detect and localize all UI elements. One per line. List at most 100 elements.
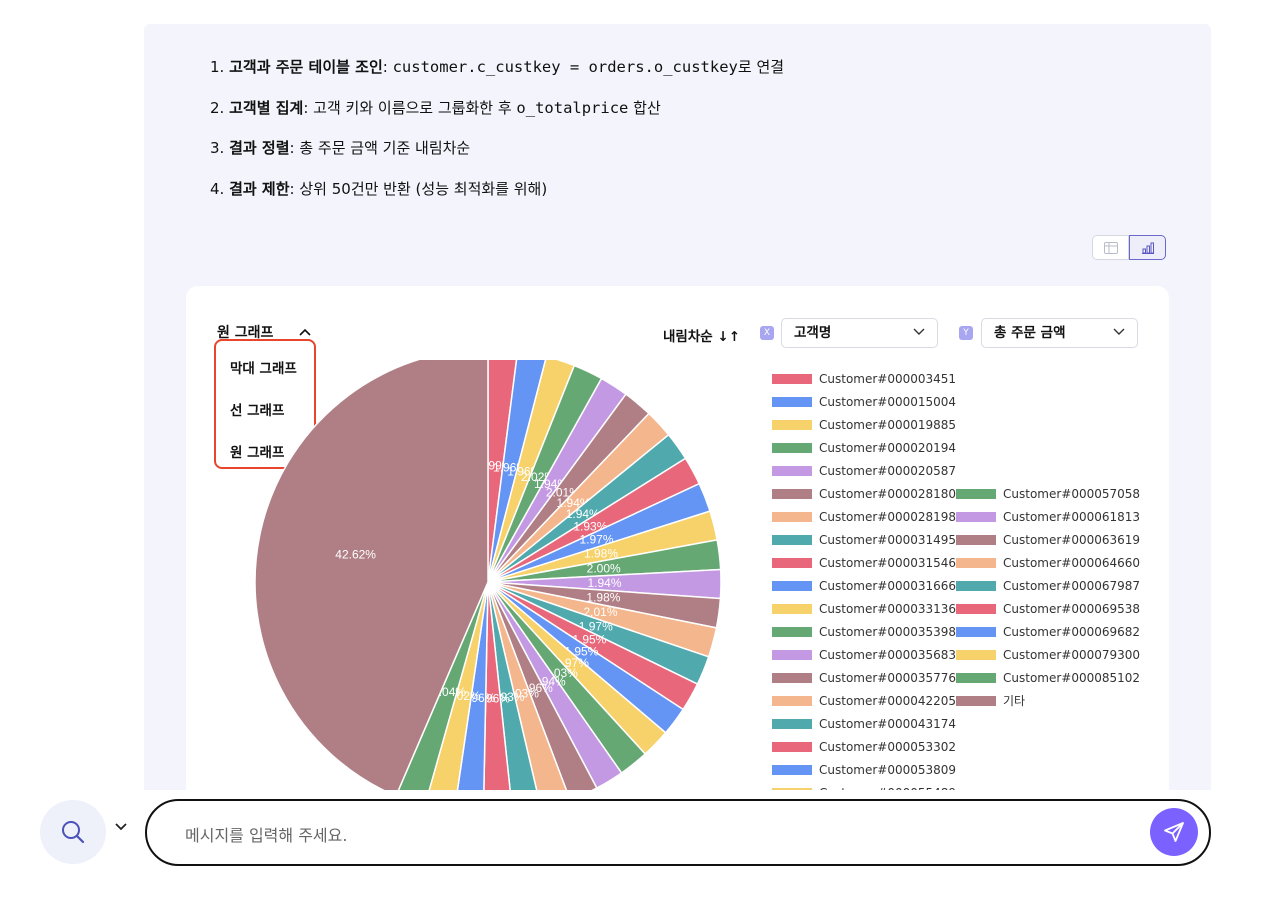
legend-label: Customer#000015004	[819, 395, 957, 409]
search-button[interactable]	[40, 800, 106, 864]
pie-slice-label: 1.98%	[586, 591, 620, 605]
table-icon	[1103, 241, 1118, 254]
pie-slice-label: 2.00%	[587, 561, 621, 575]
chart-type-selector[interactable]: 원 그래프	[217, 322, 311, 342]
chevron-down-icon	[913, 328, 925, 335]
legend-label: Customer#000031666	[819, 579, 957, 593]
option-line-chart[interactable]: 선 그래프	[230, 403, 285, 419]
query-steps: 1. 고객과 주문 테이블 조인: customer.c_custkey = o…	[210, 54, 784, 216]
legend-label: Customer#000064660	[1003, 556, 1141, 570]
send-button[interactable]	[1150, 808, 1198, 856]
legend-swatch	[956, 673, 996, 683]
step-item: 1. 고객과 주문 테이블 조인: customer.c_custkey = o…	[210, 58, 785, 76]
legend-label: Customer#000042205	[819, 694, 957, 708]
pie-slice[interactable]	[487, 581, 571, 800]
legend-label: Customer#000028180	[819, 487, 957, 501]
chevron-down-icon[interactable]	[114, 822, 128, 832]
chart-view-button[interactable]	[1129, 235, 1166, 260]
pie-slice-label: 1.97%	[580, 533, 614, 547]
legend-label: Customer#000085102	[1003, 671, 1141, 685]
legend-label: Customer#000067987	[1003, 579, 1141, 593]
legend-label: Customer#000061813	[1003, 510, 1141, 524]
chevron-up-icon	[299, 328, 311, 336]
chart-type-label: 원 그래프	[217, 325, 274, 341]
message-input[interactable]: 메시지를 입력해 주세요.	[145, 799, 1211, 866]
legend-swatch	[772, 765, 812, 775]
legend-label: Customer#000057058	[1003, 487, 1141, 501]
legend-swatch	[956, 696, 996, 706]
sort-toggle[interactable]: 내림차순 ↓↑	[663, 329, 741, 345]
option-bar-chart[interactable]: 막대 그래프	[230, 361, 297, 377]
legend-swatch	[772, 466, 812, 476]
legend-swatch	[772, 512, 812, 522]
view-toggle	[1092, 235, 1166, 260]
send-icon	[1164, 822, 1184, 842]
legend-swatch	[772, 443, 812, 453]
y-axis-select-value: 총 주문 금액	[994, 325, 1066, 341]
legend-label: Customer#000031546	[819, 556, 957, 570]
table-view-button[interactable]	[1092, 235, 1129, 260]
legend-swatch	[772, 374, 812, 384]
legend-swatch	[772, 581, 812, 591]
legend-swatch	[956, 535, 996, 545]
legend-label: Customer#000079300	[1003, 648, 1141, 662]
legend-swatch	[772, 627, 812, 637]
legend-label: Customer#000035776	[819, 671, 957, 685]
option-pie-chart[interactable]: 원 그래프	[230, 445, 285, 461]
legend-swatch	[772, 535, 812, 545]
pie-slice[interactable]	[487, 581, 541, 800]
legend-label: Customer#000069538	[1003, 602, 1141, 616]
legend-label: Customer#000043174	[819, 717, 957, 731]
legend-label: Customer#000019885	[819, 418, 957, 432]
y-axis-tag: Y	[959, 326, 973, 340]
pie-slice[interactable]	[425, 581, 489, 800]
legend-swatch	[772, 397, 812, 407]
legend-label: Customer#000053302	[819, 740, 957, 754]
legend-label: Customer#000033136	[819, 602, 957, 616]
chevron-down-icon	[1113, 328, 1125, 335]
legend-label: Customer#000035398	[819, 625, 957, 639]
step-item: 2. 고객별 집계: 고객 키와 이름으로 그룹화한 후 o_totalpric…	[210, 98, 661, 117]
legend-swatch	[772, 489, 812, 499]
legend-label: Customer#000020194	[819, 441, 957, 455]
pie-slice-label: 1.98%	[584, 547, 618, 561]
x-axis-select[interactable]: 고객명	[781, 318, 938, 348]
message-placeholder: 메시지를 입력해 주세요.	[185, 826, 348, 845]
legend-label: Customer#000035683	[819, 648, 957, 662]
legend-swatch	[772, 696, 812, 706]
legend-label: 기타	[1003, 694, 1026, 708]
legend-swatch	[956, 512, 996, 522]
legend-label: Customer#000028198	[819, 510, 957, 524]
legend-swatch	[956, 489, 996, 499]
legend-swatch	[956, 627, 996, 637]
step-item: 4. 결과 제한: 상위 50건만 반환 (성능 최적화를 위해)	[210, 179, 548, 198]
x-axis-select-value: 고객명	[794, 325, 832, 341]
pie-slice[interactable]	[482, 581, 512, 800]
step-item: 3. 결과 정렬: 총 주문 금액 기준 내림차순	[210, 139, 471, 157]
legend-swatch	[956, 581, 996, 591]
legend-swatch	[772, 719, 812, 729]
legend-label: Customer#000063619	[1003, 533, 1141, 547]
legend-label: Customer#000003451	[819, 372, 957, 386]
legend-swatch	[772, 558, 812, 568]
legend-label: Customer#000069682	[1003, 625, 1141, 639]
legend-swatch	[956, 650, 996, 660]
legend-swatch	[772, 673, 812, 683]
x-axis-tag: X	[760, 326, 774, 340]
search-icon	[62, 821, 85, 844]
legend-swatch	[772, 420, 812, 430]
pie-chart: 1.99%1.96%1.96%2.02%1.94%2.01%1.94%1.94%…	[254, 360, 722, 800]
legend-swatch	[956, 604, 996, 614]
pie-slice-label: 2.01%	[583, 605, 617, 619]
pie-slice[interactable]	[254, 360, 489, 798]
legend-label: Customer#000020587	[819, 464, 957, 478]
legend-swatch	[956, 558, 996, 568]
chart-icon	[1141, 242, 1154, 254]
y-axis-select[interactable]: 총 주문 금액	[981, 318, 1138, 348]
legend-label: Customer#000031495	[819, 533, 957, 547]
legend-label: Customer#000053809	[819, 763, 957, 777]
legend-swatch	[772, 650, 812, 660]
pie-slice-label: 1.94%	[587, 576, 621, 590]
legend-swatch	[772, 742, 812, 752]
pie-slice-label: 42.62%	[335, 548, 376, 562]
